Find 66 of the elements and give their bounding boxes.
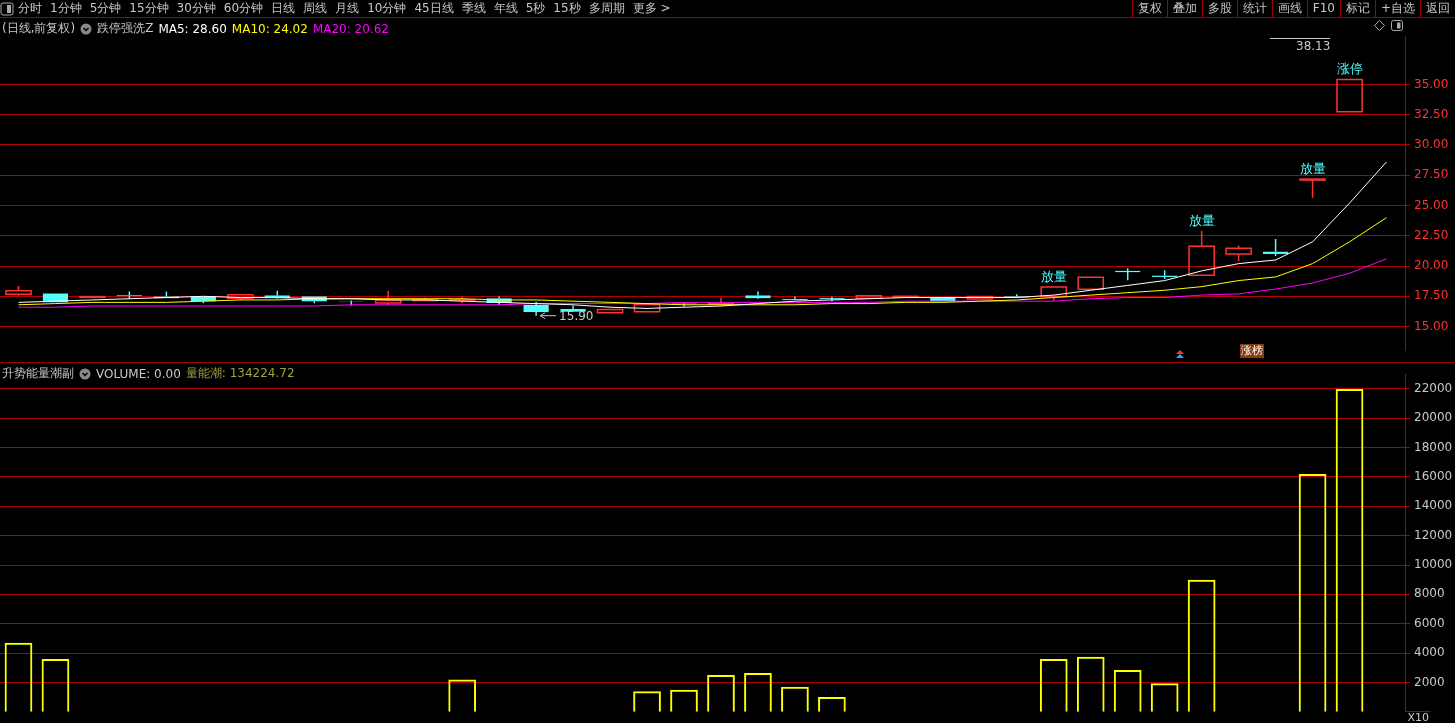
chart-title: 升势能量潮副 xyxy=(2,365,74,382)
y-tick-label: 12000 xyxy=(1414,527,1453,542)
text: 45日线 xyxy=(414,0,454,17)
y-tick-label: 6000 xyxy=(1414,615,1445,630)
chart-subtitle: 跌停强洗Z xyxy=(97,20,154,37)
y-tick-label: 14000 xyxy=(1414,498,1453,513)
text: MA20: 20.62 xyxy=(312,21,389,36)
text: 放量 xyxy=(1188,212,1215,228)
text: 多股 xyxy=(1201,0,1237,17)
text: 多周期 xyxy=(588,0,625,17)
y-tick-label: 16000 xyxy=(1414,469,1453,484)
text: 复权 xyxy=(1131,0,1167,17)
y-tick-label: 35.00 xyxy=(1414,76,1449,91)
text: X10 xyxy=(1405,711,1431,723)
y-tick-label: 4000 xyxy=(1414,645,1445,660)
text: 日线 xyxy=(271,0,296,17)
text: 画线 xyxy=(1271,0,1307,17)
text: 年线 xyxy=(493,0,518,17)
y-tick-label: 10000 xyxy=(1414,557,1453,572)
annotation: 涨榜 xyxy=(1240,344,1264,358)
text: 放量 xyxy=(1040,268,1067,284)
text: 5分钟 xyxy=(89,0,122,17)
y-tick-label: 8000 xyxy=(1414,586,1445,601)
text: F10 xyxy=(1306,0,1340,17)
candlestick xyxy=(745,290,771,299)
annotation: 38.13 xyxy=(1270,38,1331,53)
y-tick-label: 18000 xyxy=(1414,439,1453,454)
text: 15分钟 xyxy=(129,0,169,17)
y-tick-label: 22.50 xyxy=(1414,227,1449,242)
y-tick-label: 32.50 xyxy=(1414,106,1449,121)
text: 30分钟 xyxy=(176,0,216,17)
y-tick-label: 22000 xyxy=(1414,381,1453,395)
annotation: 15.90 xyxy=(559,308,594,323)
text: MA5: 28.60 xyxy=(158,21,227,36)
candlestick xyxy=(560,304,586,312)
text: 标记 xyxy=(1339,0,1375,17)
text: 周线 xyxy=(303,0,328,17)
text: 月线 xyxy=(335,0,360,17)
text: 5秒 xyxy=(525,0,546,17)
y-tick-label: 25.00 xyxy=(1414,197,1449,212)
text: 更多 > xyxy=(632,0,671,17)
chart-title: (日线,前复权) xyxy=(2,20,76,37)
candlestick xyxy=(782,295,808,301)
text: 放量 xyxy=(1299,160,1326,176)
y-tick-label: 30.00 xyxy=(1414,137,1449,152)
y-tick-label: 27.50 xyxy=(1414,167,1449,182)
y-tick-label: 2000 xyxy=(1414,674,1445,689)
text: 15秒 xyxy=(553,0,581,17)
y-tick-label: 20000 xyxy=(1414,410,1453,425)
text: 60分钟 xyxy=(223,0,264,17)
candlestick xyxy=(707,296,735,305)
text: 涨停 xyxy=(1336,61,1363,77)
text: 分时 xyxy=(18,0,42,17)
text: +自选 xyxy=(1374,0,1420,17)
y-tick-label: 20.00 xyxy=(1414,258,1449,273)
text: 叠加 xyxy=(1166,0,1202,17)
text: 10分钟 xyxy=(367,0,407,17)
y-tick-label: 15.00 xyxy=(1414,318,1449,333)
text: 季线 xyxy=(461,0,486,17)
annotation: 量能潮: 134224.72 xyxy=(185,365,295,382)
text: 返回 xyxy=(1420,0,1455,17)
text: 统计 xyxy=(1236,0,1272,17)
text: 1分钟 xyxy=(50,0,82,17)
chart-subtitle: VOLUME: 0.00 xyxy=(96,366,181,381)
text: MA10: 24.02 xyxy=(231,21,308,36)
y-tick-label: 17.50 xyxy=(1414,288,1449,303)
